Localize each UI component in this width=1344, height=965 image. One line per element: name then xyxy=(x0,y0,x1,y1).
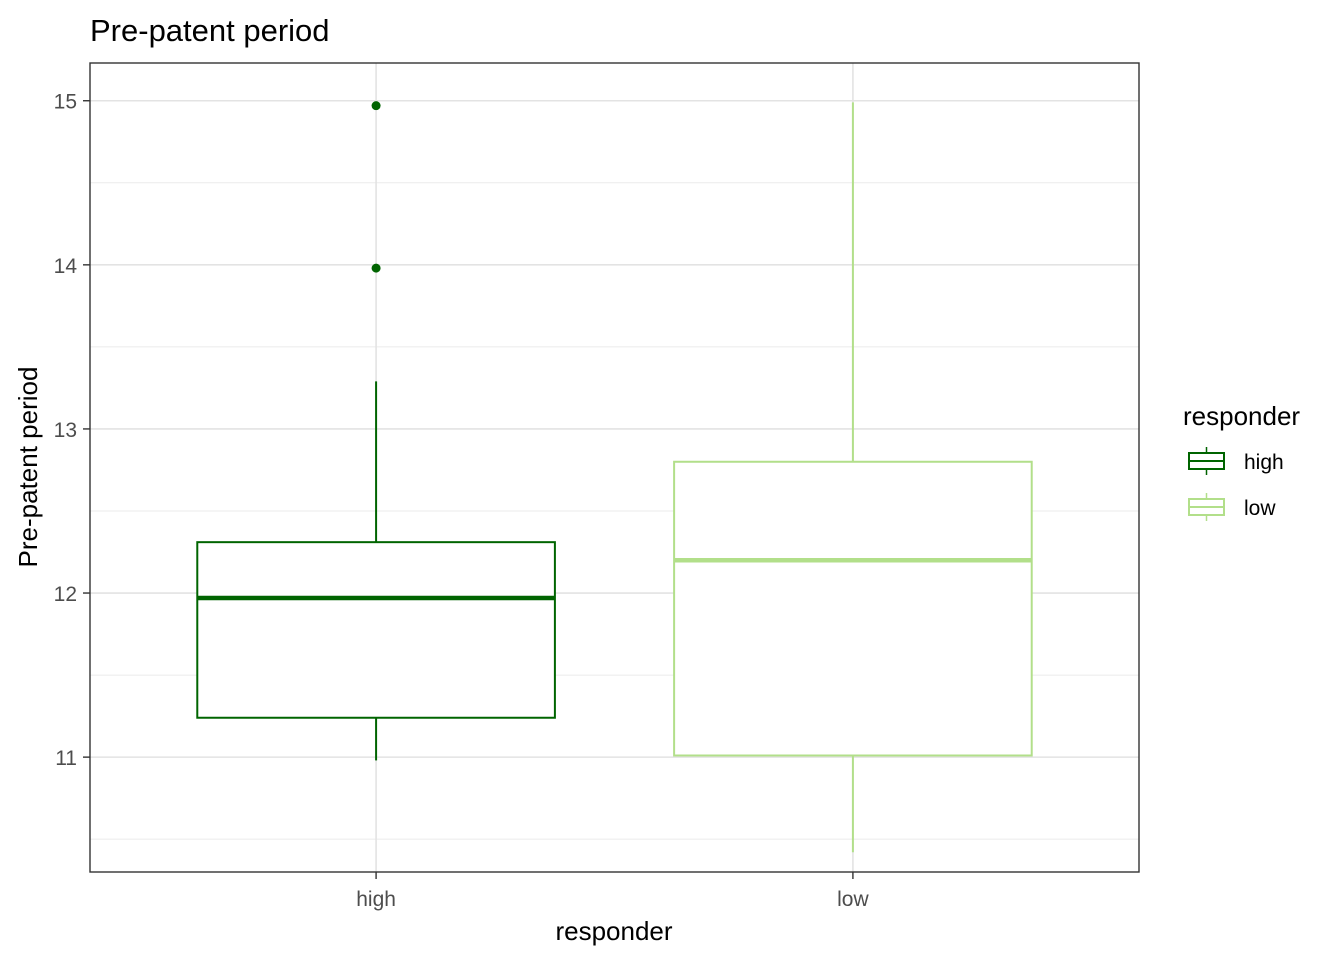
y-tick-label: 12 xyxy=(54,583,77,606)
chart-title: Pre-patent period xyxy=(90,13,330,48)
legend-key-high xyxy=(1188,447,1225,475)
box-high xyxy=(196,101,556,761)
legend-title: responder xyxy=(1183,401,1300,431)
y-tick-label: 13 xyxy=(54,419,77,442)
legend: responder high low xyxy=(1183,401,1300,521)
x-axis-title: responder xyxy=(555,916,672,946)
y-axis-title: Pre-patent period xyxy=(13,367,43,568)
legend-key-low xyxy=(1188,493,1225,521)
box-low xyxy=(673,102,1033,853)
legend-label-high: high xyxy=(1244,451,1284,474)
iqr-box xyxy=(673,460,1033,757)
box-layer xyxy=(196,101,1033,853)
legend-label-low: low xyxy=(1244,497,1276,520)
outlier-point xyxy=(371,101,381,111)
iqr-box xyxy=(196,541,556,719)
y-tick-label: 15 xyxy=(54,91,77,114)
panel-border xyxy=(89,62,1140,873)
y-tick-label: 11 xyxy=(55,747,77,770)
x-tick-label: low xyxy=(837,888,869,911)
y-tick-label: 14 xyxy=(54,255,78,278)
outlier-point xyxy=(371,263,381,273)
x-tick-label: high xyxy=(356,888,396,911)
axis-layer: 11 12 13 14 15 high low xyxy=(54,91,870,911)
